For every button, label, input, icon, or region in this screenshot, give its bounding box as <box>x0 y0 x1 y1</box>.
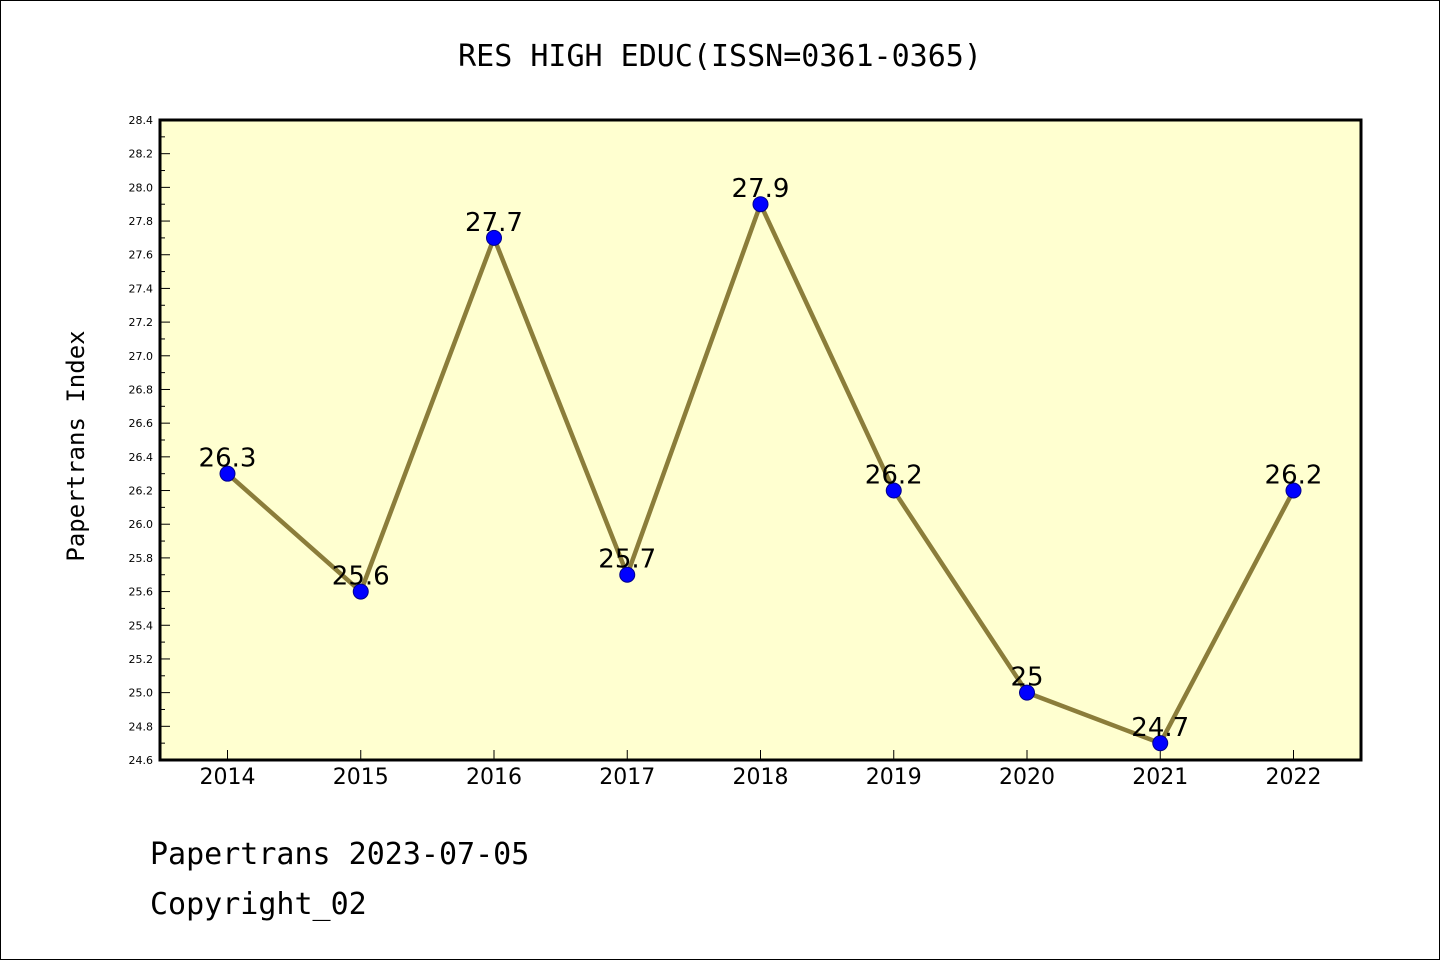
x-tick-label: 2019 <box>866 765 922 790</box>
y-tick-label: 25.8 <box>129 552 154 565</box>
data-point <box>352 583 369 600</box>
y-tick-label: 25.0 <box>129 687 154 700</box>
data-label: 27.9 <box>732 174 790 204</box>
x-tick-label: 2016 <box>466 765 522 790</box>
y-tick-label: 28.0 <box>129 181 154 194</box>
y-tick-label: 28.4 <box>129 114 154 127</box>
y-tick-label: 26.4 <box>129 451 154 464</box>
y-tick-label: 27.4 <box>129 282 154 295</box>
y-tick-label: 28.2 <box>129 148 154 161</box>
y-tick-label: 26.2 <box>129 485 154 498</box>
footer-date: Papertrans 2023-07-05 <box>150 837 529 872</box>
x-tick-label: 2015 <box>333 765 389 790</box>
x-tick-label: 2018 <box>733 765 789 790</box>
x-tick-label: 2020 <box>999 765 1055 790</box>
y-tick-label: 24.6 <box>129 754 154 767</box>
y-tick-label: 26.0 <box>129 518 154 531</box>
data-point <box>219 465 236 482</box>
x-tick-label: 2017 <box>599 765 655 790</box>
footer-copyright: Copyright_02 <box>150 887 367 922</box>
y-tick-label: 27.6 <box>129 249 154 262</box>
y-tick-label: 25.2 <box>129 653 154 666</box>
data-point <box>486 229 502 246</box>
y-tick-label: 26.6 <box>129 417 154 430</box>
data-label: 25 <box>1010 663 1043 693</box>
y-axis: 24.6 24.8 25.0 25.2 25.4 25.6 25.8 26.0 26.2 26.4… <box>129 114 170 767</box>
x-tick-label: 2022 <box>1266 765 1322 790</box>
data-label: 26.3 <box>199 444 257 474</box>
series-layer: 26.3 25.6 27.7 25.7 27.9 26.2 25 24.7 26.2 <box>199 174 1323 752</box>
y-tick-label: 27.2 <box>129 316 154 329</box>
plot-area <box>158 118 1363 762</box>
data-label: 24.7 <box>1131 713 1189 743</box>
data-point <box>1019 684 1035 701</box>
chart-title: RES HIGH EDUC(ISSN=0361-0365) <box>458 39 982 74</box>
y-tick-label: 25.6 <box>129 586 154 599</box>
x-tick-label: 2021 <box>1132 765 1188 790</box>
data-label: 26.2 <box>865 461 923 491</box>
data-point <box>619 566 636 583</box>
data-point <box>1152 735 1169 752</box>
y-axis-label: Papertrans Index <box>62 330 90 561</box>
data-label: 25.7 <box>598 545 656 575</box>
y-tick-label: 25.4 <box>129 619 154 632</box>
data-point <box>885 482 902 499</box>
y-tick-label: 26.8 <box>129 383 154 396</box>
y-tick-label: 24.8 <box>129 720 154 733</box>
data-label: 27.7 <box>465 208 523 238</box>
data-point <box>752 196 769 213</box>
data-label: 25.6 <box>332 562 390 592</box>
y-tick-label: 27.0 <box>129 350 154 363</box>
y-tick-label: 27.8 <box>129 215 154 228</box>
x-tick-label: 2014 <box>200 765 256 790</box>
data-point <box>1285 482 1302 499</box>
x-axis: 2014 2015 2016 2017 2018 2019 2020 2021 2022 <box>200 750 1322 790</box>
data-label: 26.2 <box>1265 461 1323 491</box>
